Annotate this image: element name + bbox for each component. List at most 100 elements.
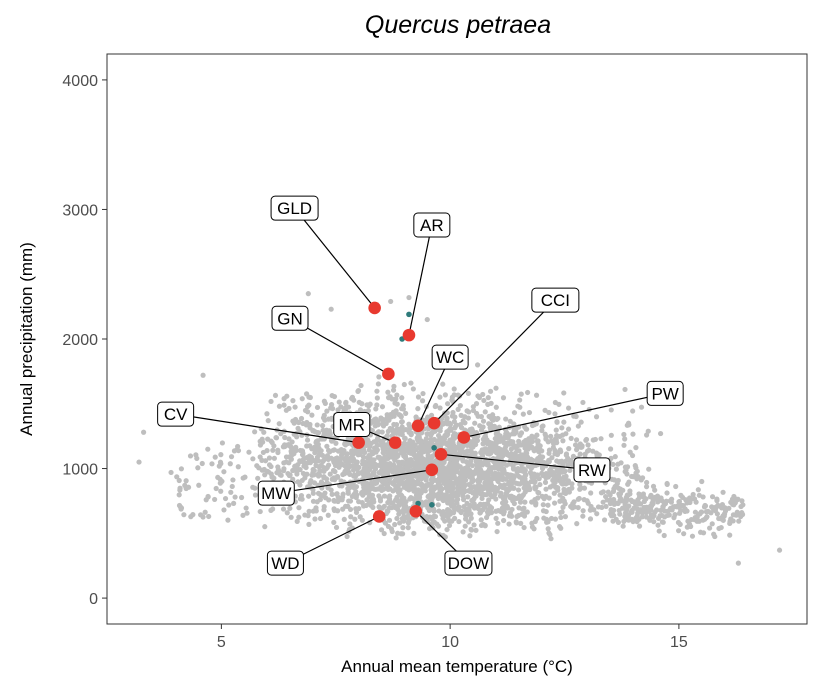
cloud-point	[306, 521, 312, 527]
cloud-point	[711, 531, 717, 537]
cloud-point	[367, 401, 373, 407]
cloud-point	[508, 446, 514, 452]
cloud-point	[632, 463, 638, 469]
cloud-point	[608, 407, 614, 413]
cloud-point	[529, 433, 535, 439]
cloud-point	[296, 505, 302, 511]
cloud-point	[460, 529, 466, 535]
cloud-point	[478, 484, 484, 491]
cloud-point	[708, 510, 714, 516]
cloud-point	[623, 467, 629, 473]
cloud-point	[557, 447, 563, 453]
cloud-point	[451, 493, 457, 499]
cloud-point	[539, 470, 545, 476]
cloud-point	[660, 503, 666, 509]
cloud-point	[545, 439, 551, 445]
cloud-point	[177, 487, 183, 493]
cloud-point	[309, 412, 315, 418]
cloud-point	[537, 481, 543, 488]
cloud-point	[259, 467, 265, 473]
cloud-point	[709, 521, 715, 527]
cloud-point	[281, 396, 287, 402]
cloud-point	[305, 291, 311, 297]
cloud-point	[228, 454, 235, 460]
cloud-point	[398, 419, 405, 425]
cloud-point	[499, 474, 506, 481]
cloud-point	[371, 417, 378, 423]
cloud-point	[534, 472, 541, 478]
cloud-point	[664, 512, 671, 519]
cloud-point	[615, 500, 621, 506]
cloud-point	[252, 492, 259, 498]
cloud-point	[681, 531, 687, 537]
cloud-point	[446, 463, 452, 469]
cloud-point	[417, 494, 423, 500]
cloud-point	[286, 405, 292, 412]
cloud-point	[276, 403, 283, 409]
cloud-point	[434, 491, 441, 498]
cloud-point	[619, 498, 626, 504]
cloud-point	[255, 475, 261, 481]
cloud-point	[200, 514, 206, 520]
cloud-point	[227, 461, 233, 467]
cloud-point	[375, 429, 381, 435]
cloud-point	[563, 452, 569, 458]
cloud-point	[394, 505, 400, 511]
y-tick-label: 1000	[62, 462, 98, 479]
cloud-point	[232, 494, 238, 500]
cloud-point	[517, 432, 523, 438]
cloud-point	[518, 442, 525, 448]
cloud-point	[456, 393, 463, 399]
cloud-point	[371, 439, 377, 445]
cloud-point	[352, 516, 358, 522]
cloud-point	[535, 456, 541, 462]
cloud-point	[447, 474, 453, 480]
cloud-point	[440, 460, 446, 466]
cloud-point	[531, 526, 537, 532]
cloud-point	[467, 488, 473, 495]
cloud-point	[621, 442, 627, 448]
cloud-point	[500, 468, 506, 474]
cloud-point	[520, 411, 526, 417]
cloud-point	[217, 459, 224, 465]
cloud-point	[627, 488, 633, 494]
cloud-point	[501, 517, 507, 524]
cloud-point	[332, 498, 338, 504]
cloud-point	[174, 474, 180, 480]
cloud-point	[213, 485, 219, 492]
cloud-point	[425, 452, 431, 458]
cloud-point	[478, 470, 485, 476]
cloud-point	[386, 517, 393, 523]
cloud-point	[271, 455, 277, 461]
cloud-point	[345, 503, 351, 509]
cloud-point	[176, 477, 182, 484]
cloud-point	[721, 511, 728, 517]
cloud-point	[700, 530, 707, 536]
cloud-point	[586, 447, 592, 453]
cloud-point	[667, 505, 674, 511]
cloud-point	[369, 427, 375, 434]
cloud-point	[542, 407, 548, 413]
cloud-point	[556, 523, 563, 530]
cloud-point	[411, 530, 417, 536]
cloud-point	[225, 517, 231, 523]
cloud-point	[621, 431, 627, 438]
cloud-point	[287, 443, 293, 449]
cloud-point	[667, 498, 673, 504]
cloud-point	[276, 421, 282, 427]
cloud-point	[385, 389, 391, 395]
cloud-point	[228, 489, 234, 495]
cloud-point	[282, 434, 288, 441]
cloud-point	[496, 436, 502, 442]
cloud-point	[500, 395, 507, 401]
cloud-point	[444, 526, 450, 533]
cloud-point	[559, 425, 565, 431]
cloud-point	[485, 451, 491, 457]
cloud-point	[495, 448, 501, 454]
cloud-point	[469, 484, 475, 490]
cloud-point	[492, 491, 498, 497]
cloud-point	[652, 487, 658, 493]
cloud-point	[726, 505, 732, 511]
cloud-point	[664, 480, 670, 487]
site-point	[352, 436, 365, 449]
